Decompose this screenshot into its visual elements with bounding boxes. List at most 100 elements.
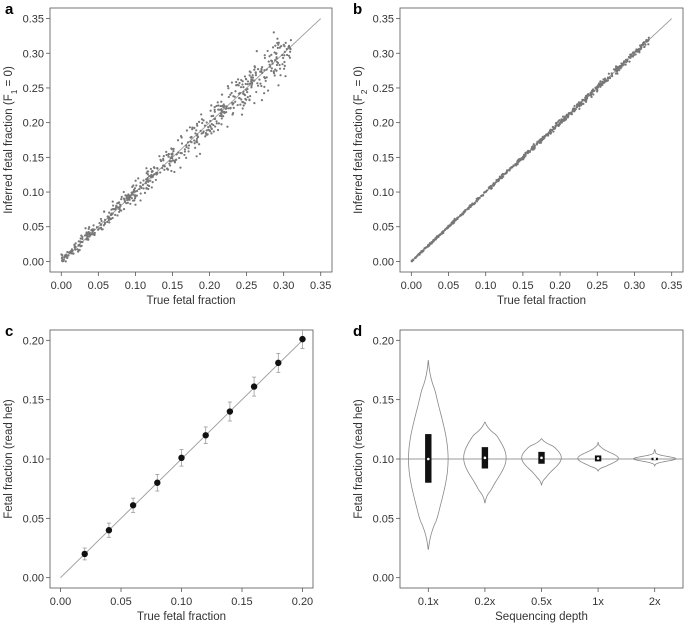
data-point — [213, 105, 216, 109]
data-point — [98, 227, 101, 230]
data-point — [202, 432, 209, 439]
plot-area — [410, 18, 672, 263]
data-point — [170, 148, 174, 151]
data-point — [151, 181, 154, 184]
data-point — [195, 129, 198, 132]
data-point — [540, 138, 543, 141]
data-point — [585, 97, 589, 100]
data-point — [275, 359, 282, 367]
y-axis-label-suffix: = 0) — [3, 66, 15, 90]
data-point — [78, 248, 81, 252]
data-point — [220, 114, 223, 118]
data-point — [166, 167, 169, 170]
x-axis-label: Sequencing depth — [495, 611, 588, 623]
data-point — [81, 240, 84, 244]
data-point — [240, 98, 243, 101]
data-point — [80, 234, 83, 237]
data-point — [504, 172, 507, 175]
data-point — [230, 81, 234, 84]
x-tick-label: 0.35 — [661, 280, 682, 292]
data-point — [263, 69, 266, 72]
data-point — [255, 50, 258, 53]
data-point — [621, 62, 625, 65]
data-point — [641, 42, 645, 45]
data-point — [236, 103, 239, 107]
data-point — [213, 110, 216, 113]
y-tick-label: 0.05 — [373, 513, 394, 525]
data-point — [424, 246, 428, 249]
data-point — [258, 78, 261, 81]
data-point — [187, 144, 191, 147]
data-point — [238, 81, 241, 85]
data-point — [268, 65, 272, 68]
data-point — [122, 190, 125, 194]
data-point — [102, 224, 105, 227]
data-point — [528, 150, 531, 153]
data-point — [635, 48, 638, 51]
data-point — [558, 119, 561, 122]
data-point — [74, 246, 77, 249]
data-point — [489, 186, 492, 189]
data-point — [212, 114, 215, 117]
data-point — [248, 74, 251, 77]
data-point — [84, 227, 87, 230]
y-tick-label: 0.35 — [23, 14, 44, 26]
data-point — [153, 173, 156, 176]
data-point — [172, 147, 175, 150]
data-point — [222, 110, 226, 113]
data-point — [628, 60, 631, 63]
median-point — [483, 456, 487, 460]
data-point — [230, 91, 233, 95]
y-tick-label: 0.20 — [373, 118, 394, 130]
x-tick-label: 0.20 — [549, 280, 570, 292]
data-point — [620, 66, 623, 69]
data-point — [244, 97, 247, 100]
x-tick-label: 0.15 — [162, 280, 183, 292]
data-point — [249, 82, 252, 85]
data-point — [283, 54, 286, 57]
data-point — [270, 59, 273, 62]
x-axis-label: True fetal fraction — [497, 295, 586, 307]
y-tick-label: 0.20 — [23, 118, 44, 130]
data-point — [238, 96, 241, 100]
y-tick-label: 0.35 — [373, 14, 394, 26]
y-axis-label-subscript: 1 — [9, 89, 19, 94]
scatter-points — [60, 31, 293, 263]
data-point — [162, 159, 165, 162]
data-point — [543, 134, 546, 138]
data-point — [476, 198, 479, 201]
data-point — [599, 83, 602, 86]
data-point — [632, 51, 635, 55]
data-point — [131, 185, 134, 188]
data-point — [234, 100, 237, 103]
data-point — [414, 256, 417, 259]
data-point — [509, 167, 512, 170]
data-point — [644, 40, 648, 43]
y-axis-label: Fetal fraction (read het) — [353, 399, 365, 519]
data-point — [200, 132, 203, 135]
data-point — [505, 169, 509, 173]
x-tick-label: 0.10 — [171, 596, 192, 608]
data-point — [639, 48, 642, 51]
y-tick-label: 0.00 — [373, 573, 394, 585]
data-point — [236, 78, 240, 81]
data-point — [197, 143, 201, 146]
data-point — [204, 135, 207, 138]
data-point — [611, 75, 614, 78]
data-point — [530, 148, 533, 151]
data-point — [185, 144, 188, 147]
data-point — [435, 236, 438, 239]
data-point — [456, 216, 459, 219]
data-point — [567, 112, 570, 115]
data-point — [526, 152, 529, 155]
data-point — [212, 130, 215, 133]
data-point — [156, 167, 159, 170]
data-point — [423, 247, 426, 250]
data-point — [142, 187, 145, 190]
data-point — [533, 146, 536, 149]
data-point — [518, 160, 521, 163]
data-point — [81, 550, 88, 558]
data-point — [188, 126, 192, 129]
y-tick-label: 0.10 — [373, 187, 394, 199]
data-point — [100, 219, 103, 223]
